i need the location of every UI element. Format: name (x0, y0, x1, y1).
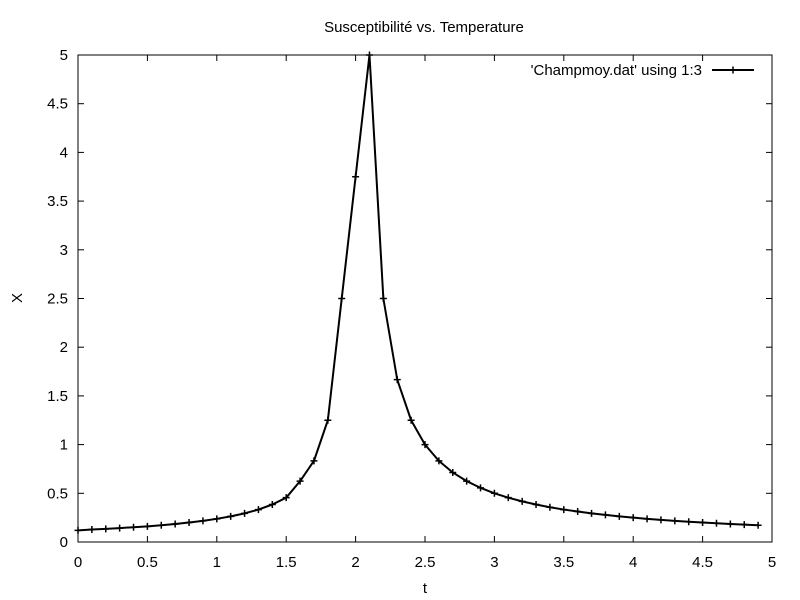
data-point-0-47 (726, 520, 734, 528)
data-point-0-38 (601, 511, 609, 519)
data-point-0-1 (88, 526, 96, 534)
x-tick-label-3: 1.5 (276, 554, 297, 571)
data-point-0-27 (449, 468, 457, 476)
x-tick-label-6: 3 (490, 554, 498, 571)
y-tick-label-8: 4 (60, 144, 68, 161)
data-point-0-39 (615, 512, 623, 520)
data-point-0-15 (282, 494, 290, 502)
data-point-0-12 (241, 509, 249, 517)
data-point-0-7 (171, 520, 179, 528)
x-tick-label-5: 2.5 (415, 554, 436, 571)
data-point-0-41 (643, 515, 651, 523)
data-point-0-8 (185, 519, 193, 527)
data-point-0-44 (685, 518, 693, 526)
data-point-0-2 (102, 525, 110, 533)
data-point-0-31 (504, 494, 512, 502)
data-point-0-14 (268, 501, 276, 509)
data-point-0-17 (310, 457, 318, 465)
x-tick-label-2: 1 (213, 554, 221, 571)
data-point-0-33 (532, 501, 540, 509)
x-tick-label-1: 0.5 (137, 554, 158, 571)
data-point-0-24 (407, 416, 415, 424)
x-tick-label-10: 5 (768, 554, 776, 571)
data-point-0-25 (421, 441, 429, 449)
data-point-0-13 (254, 506, 262, 514)
legend-label: 'Champmoy.dat' using 1:3 (531, 62, 702, 79)
tick-labels: 0 0.5 1 1.5 2 2.5 3 3.5 4 4.5 5 0 0.5 1 1.5 2 2.5 3 3.5 4 4.… (47, 47, 776, 571)
legend-marker-sample (729, 66, 737, 74)
data-point-0-6 (157, 521, 165, 529)
y-tick-label-6: 3 (60, 242, 68, 259)
data-point-0-37 (588, 509, 596, 517)
y-tick-label-9: 4.5 (47, 96, 68, 113)
data-point-0-43 (671, 517, 679, 525)
data-point-0-19 (338, 295, 346, 302)
data-point-0-0 (74, 526, 82, 534)
y-tick-label-1: 0.5 (47, 485, 68, 502)
plot-frame (77, 54, 773, 543)
y-tick-label-0: 0 (60, 534, 68, 551)
data-point-0-26 (435, 457, 443, 465)
data-point-0-49 (754, 521, 762, 529)
series-layer (74, 51, 762, 534)
data-point-0-46 (712, 519, 720, 527)
data-point-0-45 (699, 519, 707, 527)
data-point-0-34 (546, 503, 554, 511)
data-point-0-21 (365, 51, 373, 59)
data-point-0-5 (143, 522, 151, 530)
data-point-0-20 (352, 173, 360, 181)
data-point-0-29 (477, 484, 485, 492)
data-point-0-9 (199, 517, 207, 525)
data-point-0-36 (574, 508, 582, 516)
data-point-0-11 (227, 512, 235, 520)
data-point-0-16 (296, 477, 304, 485)
y-tick-label-5: 2.5 (47, 291, 68, 308)
x-axis-label: t (423, 580, 428, 597)
axis-ticks (77, 54, 773, 543)
x-tick-label-0: 0 (74, 554, 82, 571)
data-point-0-48 (740, 521, 748, 529)
data-point-0-28 (463, 477, 471, 485)
data-point-0-30 (490, 489, 498, 497)
series-line-0 (77, 54, 759, 532)
x-tick-label-9: 4.5 (692, 554, 713, 571)
y-tick-label-10: 5 (60, 47, 68, 64)
data-point-0-22 (379, 295, 387, 302)
data-point-0-40 (629, 514, 637, 522)
x-tick-label-7: 3.5 (553, 554, 574, 571)
y-tick-label-2: 1 (60, 437, 68, 454)
y-tick-label-4: 2 (60, 339, 68, 356)
legend: 'Champmoy.dat' using 1:3 (531, 62, 754, 79)
chart-title: Susceptibilité vs. Temperature (324, 19, 524, 36)
y-tick-label-7: 3.5 (47, 193, 68, 210)
data-point-0-3 (116, 524, 124, 532)
data-point-0-4 (130, 523, 138, 531)
data-point-0-23 (393, 376, 401, 384)
data-point-0-18 (324, 416, 332, 424)
data-point-0-35 (560, 506, 568, 514)
data-point-0-10 (213, 515, 221, 523)
y-tick-label-3: 1.5 (47, 388, 68, 405)
x-tick-label-8: 4 (629, 554, 637, 571)
y-axis-label: X (9, 293, 26, 303)
data-point-0-32 (518, 497, 526, 505)
data-point-0-42 (657, 516, 665, 524)
x-tick-label-4: 2 (351, 554, 359, 571)
